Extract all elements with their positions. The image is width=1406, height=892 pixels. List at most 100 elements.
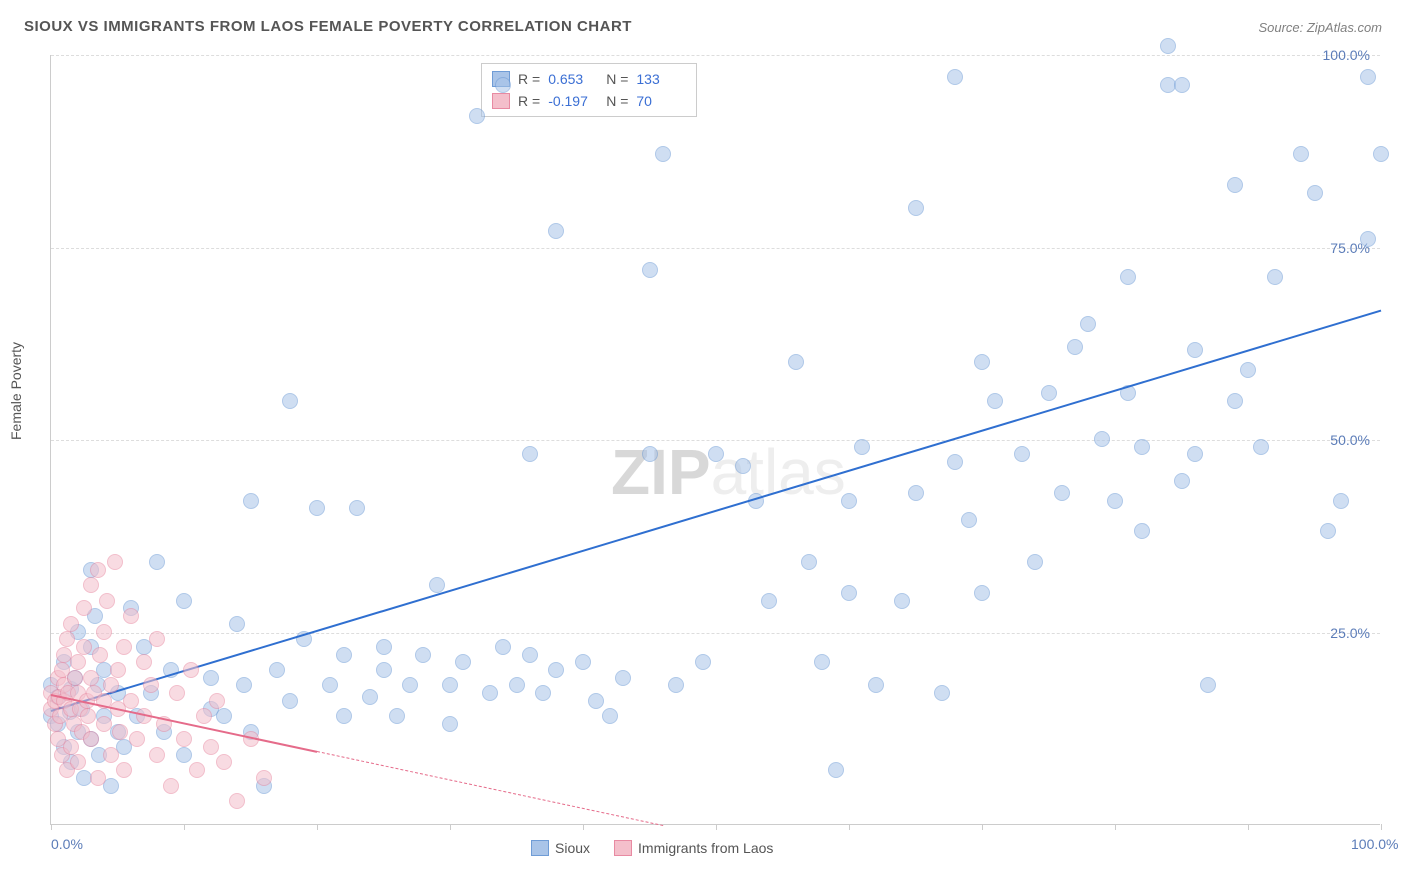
scatter-point (828, 762, 844, 778)
grid-line (51, 440, 1380, 441)
scatter-point (107, 554, 123, 570)
scatter-point (482, 685, 498, 701)
scatter-point (642, 446, 658, 462)
legend-bottom: Sioux Immigrants from Laos (531, 840, 773, 856)
scatter-point (509, 677, 525, 693)
grid-line (51, 248, 1380, 249)
scatter-point (376, 639, 392, 655)
x-tick-label: 0.0% (51, 836, 83, 852)
grid-line (51, 633, 1380, 634)
scatter-point (183, 662, 199, 678)
legend-swatch-2 (614, 840, 632, 856)
x-tick-mark (1115, 824, 1116, 830)
scatter-point (841, 585, 857, 601)
scatter-point (123, 693, 139, 709)
scatter-point (149, 631, 165, 647)
y-tick-label: 100.0% (1323, 47, 1370, 63)
r-value-1: 0.653 (548, 71, 598, 87)
scatter-point (602, 708, 618, 724)
scatter-point (336, 708, 352, 724)
scatter-point (70, 754, 86, 770)
scatter-point (1360, 69, 1376, 85)
scatter-point (216, 754, 232, 770)
legend-label-2: Immigrants from Laos (638, 840, 773, 856)
scatter-point (455, 654, 471, 670)
scatter-point (535, 685, 551, 701)
scatter-point (1200, 677, 1216, 693)
scatter-point (1094, 431, 1110, 447)
scatter-point (129, 731, 145, 747)
scatter-point (642, 262, 658, 278)
stats-row-series1: R = 0.653 N = 133 (492, 68, 686, 90)
scatter-point (522, 446, 538, 462)
scatter-point (1134, 523, 1150, 539)
scatter-point (123, 608, 139, 624)
scatter-point (96, 716, 112, 732)
x-tick-mark (583, 824, 584, 830)
scatter-point (203, 739, 219, 755)
scatter-point (947, 454, 963, 470)
scatter-point (83, 731, 99, 747)
grid-line (51, 55, 1380, 56)
scatter-point (376, 662, 392, 678)
scatter-point (83, 577, 99, 593)
scatter-point (1293, 146, 1309, 162)
scatter-point (67, 670, 83, 686)
watermark-light: atlas (711, 436, 846, 508)
scatter-point (548, 223, 564, 239)
scatter-point (868, 677, 884, 693)
scatter-point (309, 500, 325, 516)
scatter-point (349, 500, 365, 516)
n-value-1: 133 (636, 71, 686, 87)
scatter-point (322, 677, 338, 693)
scatter-point (1134, 439, 1150, 455)
scatter-point (176, 593, 192, 609)
scatter-point (814, 654, 830, 670)
x-tick-mark (1248, 824, 1249, 830)
scatter-point (116, 639, 132, 655)
scatter-point (801, 554, 817, 570)
chart-container: SIOUX VS IMMIGRANTS FROM LAOS FEMALE POV… (0, 0, 1406, 892)
scatter-point (116, 762, 132, 778)
y-axis-label: Female Poverty (8, 342, 24, 440)
scatter-point (176, 731, 192, 747)
legend-item-2: Immigrants from Laos (614, 840, 773, 856)
scatter-point (1160, 38, 1176, 54)
scatter-point (1227, 177, 1243, 193)
scatter-point (236, 677, 252, 693)
scatter-point (70, 654, 86, 670)
scatter-point (136, 654, 152, 670)
scatter-point (76, 600, 92, 616)
scatter-point (415, 647, 431, 663)
scatter-point (59, 631, 75, 647)
scatter-point (83, 670, 99, 686)
scatter-point (987, 393, 1003, 409)
scatter-point (548, 662, 564, 678)
scatter-point (1120, 269, 1136, 285)
scatter-point (189, 762, 205, 778)
scatter-point (389, 708, 405, 724)
scatter-point (149, 747, 165, 763)
scatter-point (615, 670, 631, 686)
scatter-point (203, 670, 219, 686)
scatter-point (209, 693, 225, 709)
scatter-point (1240, 362, 1256, 378)
trend-line-dashed (317, 751, 663, 826)
scatter-point (1307, 185, 1323, 201)
scatter-point (894, 593, 910, 609)
scatter-point (1253, 439, 1269, 455)
scatter-point (974, 354, 990, 370)
scatter-point (92, 647, 108, 663)
x-tick-mark (450, 824, 451, 830)
x-tick-mark (184, 824, 185, 830)
scatter-point (1174, 77, 1190, 93)
scatter-point (588, 693, 604, 709)
scatter-point (1174, 473, 1190, 489)
scatter-point (908, 200, 924, 216)
scatter-point (143, 677, 159, 693)
scatter-point (196, 708, 212, 724)
swatch-series2 (492, 93, 510, 109)
scatter-point (90, 770, 106, 786)
scatter-point (1360, 231, 1376, 247)
scatter-point (708, 446, 724, 462)
